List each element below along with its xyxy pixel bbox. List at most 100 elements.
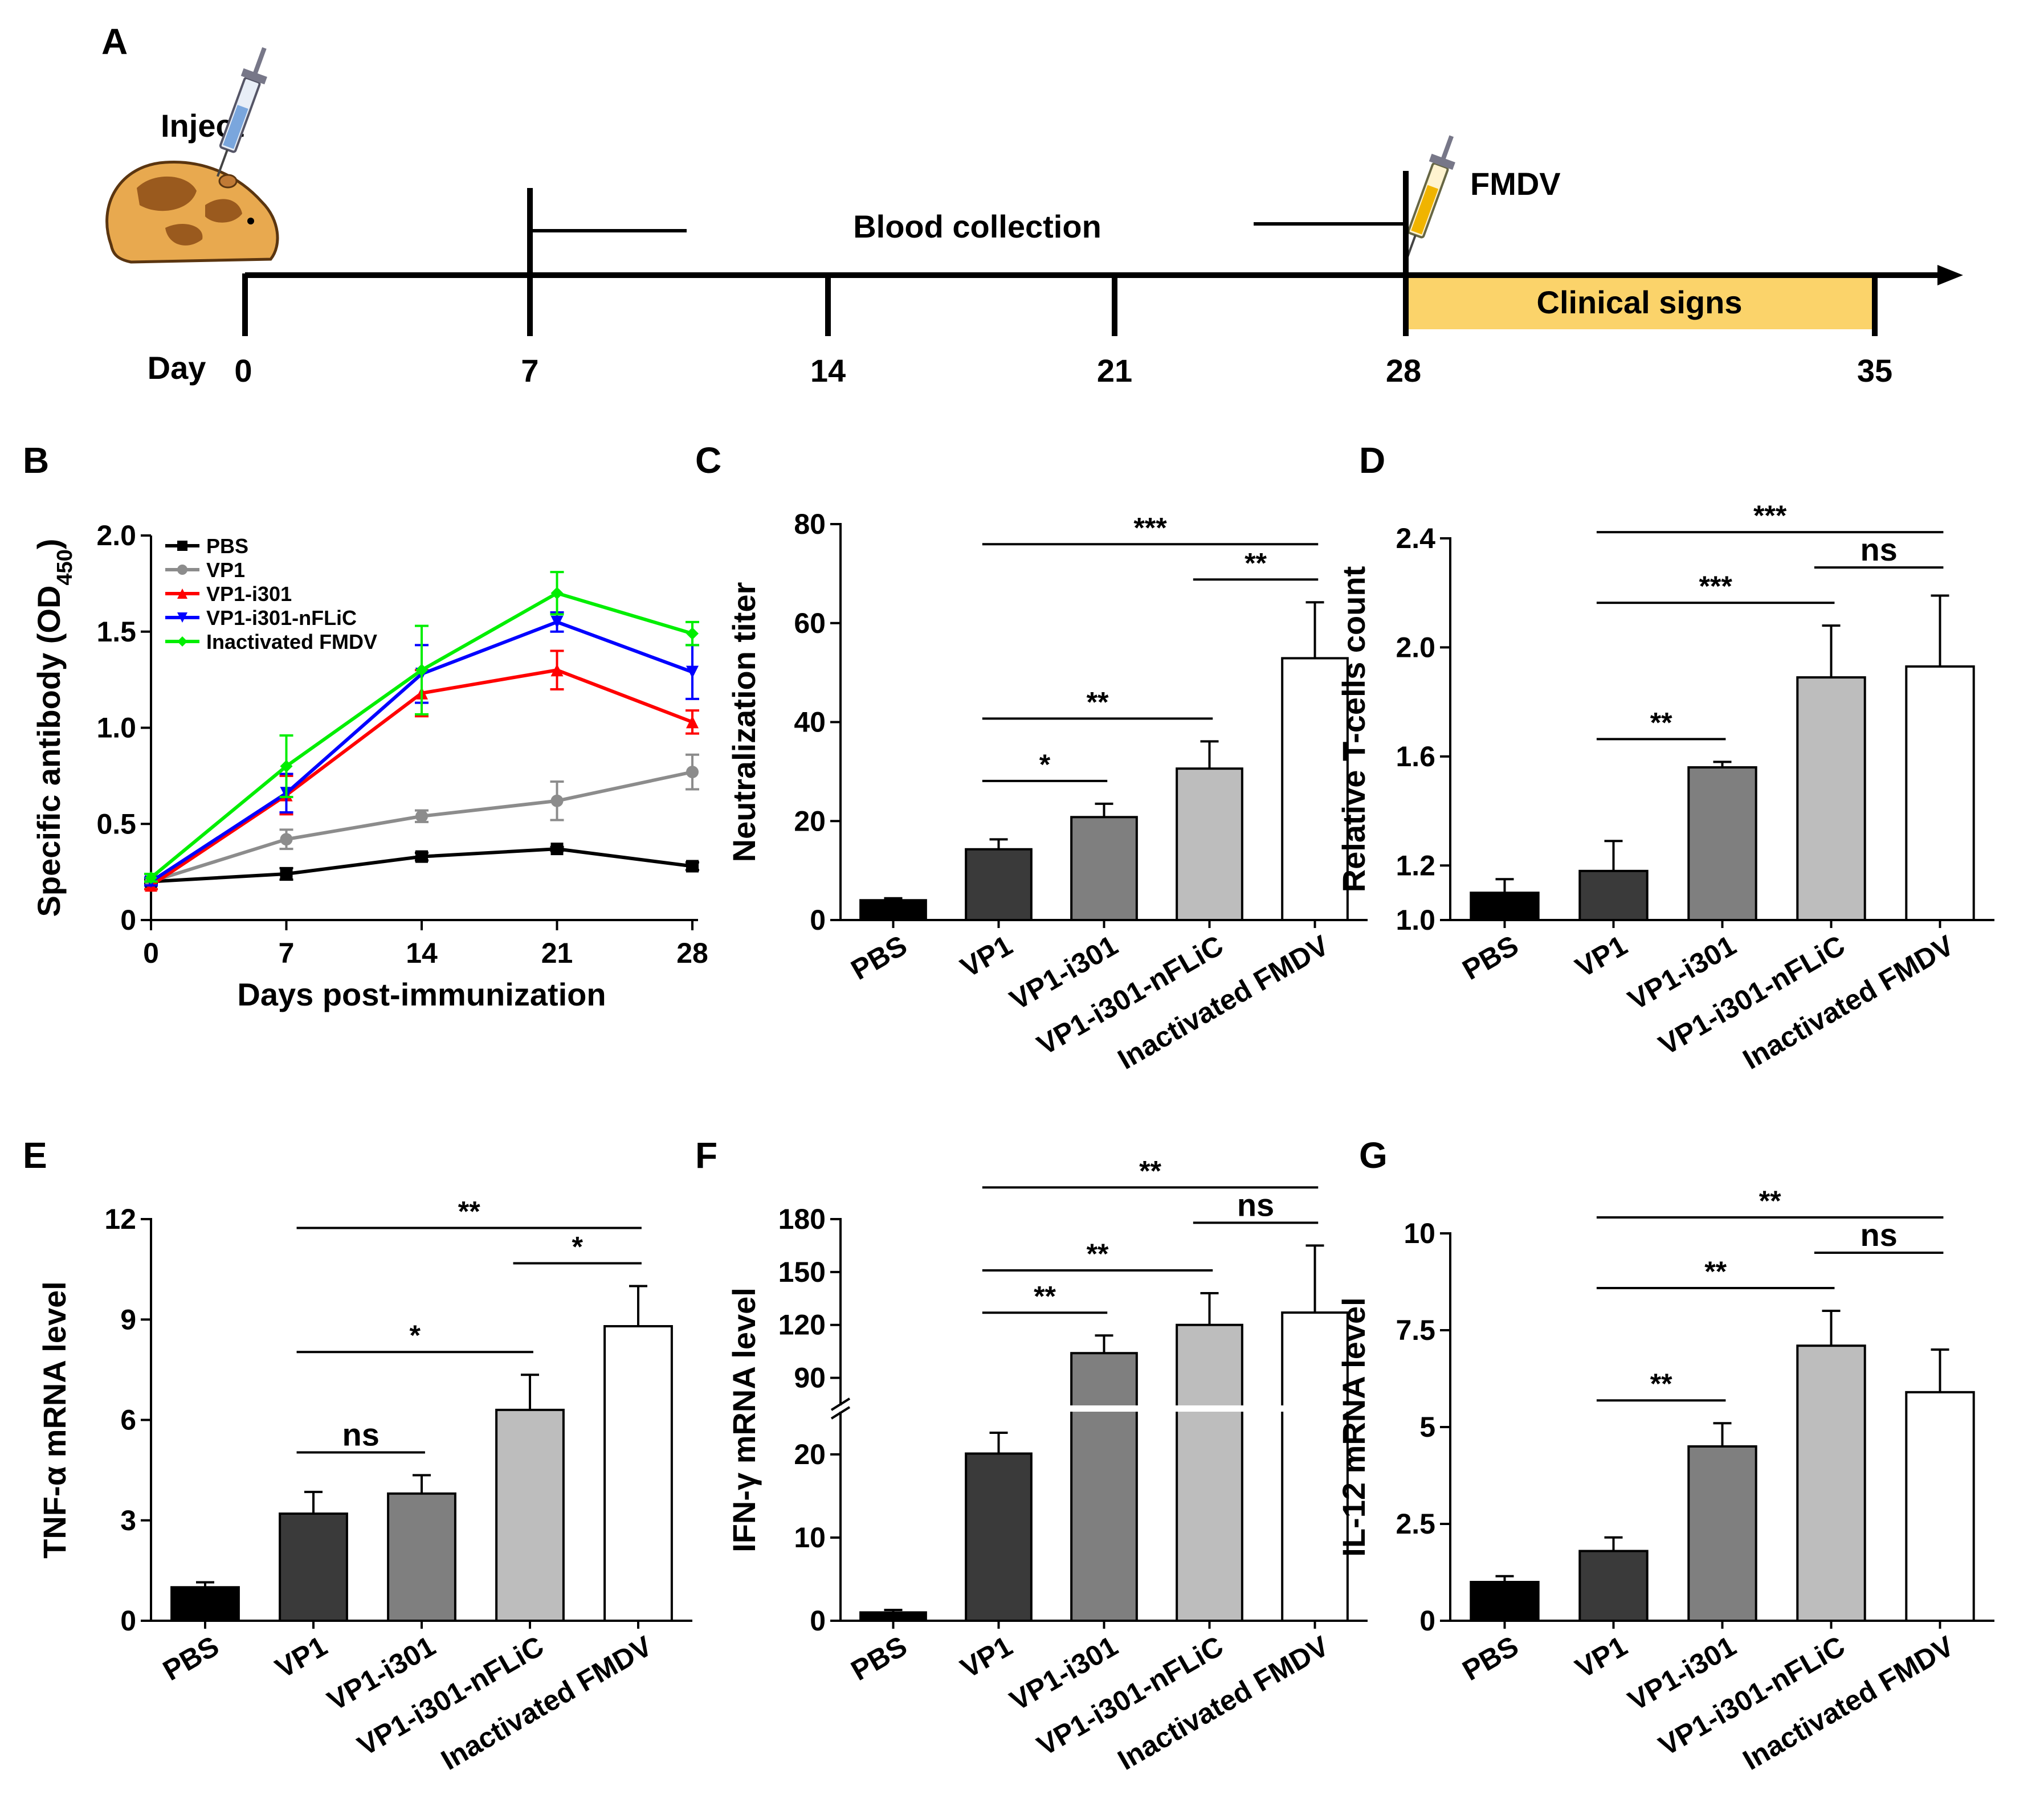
bar-vp1 bbox=[965, 1452, 1033, 1622]
significance-label: ns bbox=[1860, 532, 1897, 567]
y-tick-label: 0 bbox=[1419, 1605, 1435, 1637]
bar-pbs bbox=[1470, 892, 1540, 921]
x-tick-label: 14 bbox=[406, 937, 438, 969]
data-point bbox=[550, 587, 564, 600]
data-point bbox=[280, 868, 293, 880]
data-point bbox=[415, 810, 428, 823]
bar-inactivated-fmdv bbox=[1905, 665, 1975, 922]
x-tick-label: 21 bbox=[541, 937, 573, 969]
y-tick-label: 40 bbox=[794, 706, 826, 738]
y-axis-title: Specific antibody (OD450) bbox=[31, 539, 77, 917]
significance-label: *** bbox=[1699, 570, 1732, 602]
bar-vp1-i301-nflic bbox=[1796, 676, 1866, 921]
significance-label: ** bbox=[1650, 1368, 1672, 1400]
significance-label: ** bbox=[1759, 1185, 1781, 1217]
y-tick-label: 180 bbox=[778, 1203, 826, 1235]
significance-label: ** bbox=[1704, 1256, 1727, 1287]
y-tick-label: 9 bbox=[120, 1303, 136, 1335]
x-tick-label: 7 bbox=[279, 937, 295, 969]
y-tick-label: 2.0 bbox=[96, 520, 136, 551]
data-point bbox=[550, 794, 564, 807]
axis-break-mark bbox=[830, 1406, 851, 1420]
significance-label: *** bbox=[1753, 500, 1787, 532]
data-point bbox=[145, 871, 157, 884]
bar-vp1-i301-nflic bbox=[1796, 1344, 1866, 1622]
data-point bbox=[415, 850, 428, 863]
data-point bbox=[177, 612, 187, 623]
y-tick-label: 0 bbox=[810, 1605, 826, 1637]
y-tick-label: 3 bbox=[120, 1505, 136, 1536]
x-tick-label: VP1 bbox=[1570, 1630, 1633, 1685]
bar-vp1-i301 bbox=[1687, 766, 1757, 921]
axis-break-mark bbox=[830, 1397, 851, 1411]
bar-vp1-i301 bbox=[1687, 1445, 1757, 1622]
y-tick-label: 5 bbox=[1419, 1411, 1435, 1443]
legend-label: VP1-i301 bbox=[206, 582, 292, 606]
bar-inactivated-fmdv bbox=[603, 1325, 673, 1622]
data-point bbox=[280, 833, 293, 846]
significance-label: * bbox=[572, 1231, 583, 1263]
panel-a-label: A bbox=[101, 21, 128, 62]
bar-vp1-i301 bbox=[387, 1492, 456, 1622]
bar-vp1 bbox=[1578, 869, 1649, 922]
y-tick-label: 1.0 bbox=[96, 712, 136, 744]
y-tick-label: 6 bbox=[120, 1404, 136, 1436]
y-tick-label: 1.2 bbox=[1396, 849, 1435, 881]
significance-label: * bbox=[1039, 749, 1051, 780]
y-tick-label: 90 bbox=[794, 1362, 826, 1394]
y-tick-label: 12 bbox=[104, 1203, 136, 1235]
data-point bbox=[550, 615, 564, 628]
clinical-signs-label: Clinical signs bbox=[1537, 284, 1743, 320]
x-tick-label: VP1 bbox=[955, 929, 1018, 984]
y-axis-title: Relative T-cells count bbox=[1336, 566, 1372, 893]
panel-d-bar-chart: D 1.0 1.2 1.6 2.0 2.4 Relative T-cells count PB… bbox=[1336, 440, 1994, 1076]
y-tick-label: 10 bbox=[794, 1522, 826, 1554]
y-tick-label: 2.0 bbox=[1396, 631, 1435, 663]
x-tick-label: PBS bbox=[846, 929, 912, 986]
bar-pbs bbox=[1470, 1581, 1540, 1622]
panel-g-label: G bbox=[1359, 1135, 1388, 1176]
y-tick-label: 1.0 bbox=[1396, 904, 1435, 936]
bar-vp1-i301-nflic bbox=[1176, 1323, 1243, 1622]
data-point bbox=[280, 760, 293, 772]
y-tick-label: 10 bbox=[1404, 1217, 1435, 1249]
data-point bbox=[415, 664, 428, 677]
day-label: Day bbox=[148, 350, 206, 386]
data-point bbox=[686, 665, 699, 678]
y-axis-title: Neutralization titer bbox=[726, 582, 762, 863]
data-point bbox=[686, 766, 699, 779]
significance-label: ** bbox=[1087, 1238, 1109, 1270]
bar-vp1-i301 bbox=[1070, 816, 1138, 922]
x-tick-label: 0 bbox=[143, 937, 159, 969]
x-tick-label: VP1 bbox=[1570, 929, 1633, 984]
clinical-signs-box bbox=[1406, 278, 1873, 329]
significance-label: ** bbox=[1650, 706, 1672, 738]
bar-inactivated-fmdv bbox=[1281, 1311, 1349, 1622]
legend-label: PBS bbox=[206, 534, 248, 558]
panel-d-label: D bbox=[1359, 440, 1385, 481]
y-axis-title: TNF-α mRNA level bbox=[36, 1281, 72, 1559]
y-tick-label: 60 bbox=[794, 607, 826, 639]
legend-label: VP1 bbox=[206, 558, 245, 582]
significance-label: ns bbox=[1860, 1217, 1897, 1253]
x-tick-label: PBS bbox=[846, 1630, 912, 1687]
data-point bbox=[686, 627, 699, 640]
significance-label: ns bbox=[342, 1416, 380, 1452]
y-tick-label: 0 bbox=[120, 1605, 136, 1637]
y-tick-label: 2.5 bbox=[1396, 1508, 1435, 1540]
bar-vp1 bbox=[279, 1513, 348, 1622]
significance-label: *** bbox=[1133, 512, 1167, 543]
guinea-pig-icon bbox=[105, 160, 279, 264]
day-tick-21: 21 bbox=[1097, 353, 1132, 389]
data-point bbox=[550, 843, 564, 856]
bar-pbs bbox=[170, 1586, 240, 1622]
syringe-inject-icon bbox=[216, 47, 267, 177]
panel-f-label: F bbox=[695, 1135, 717, 1176]
panel-b-label: B bbox=[23, 440, 49, 481]
significance-label: ** bbox=[1087, 686, 1109, 718]
